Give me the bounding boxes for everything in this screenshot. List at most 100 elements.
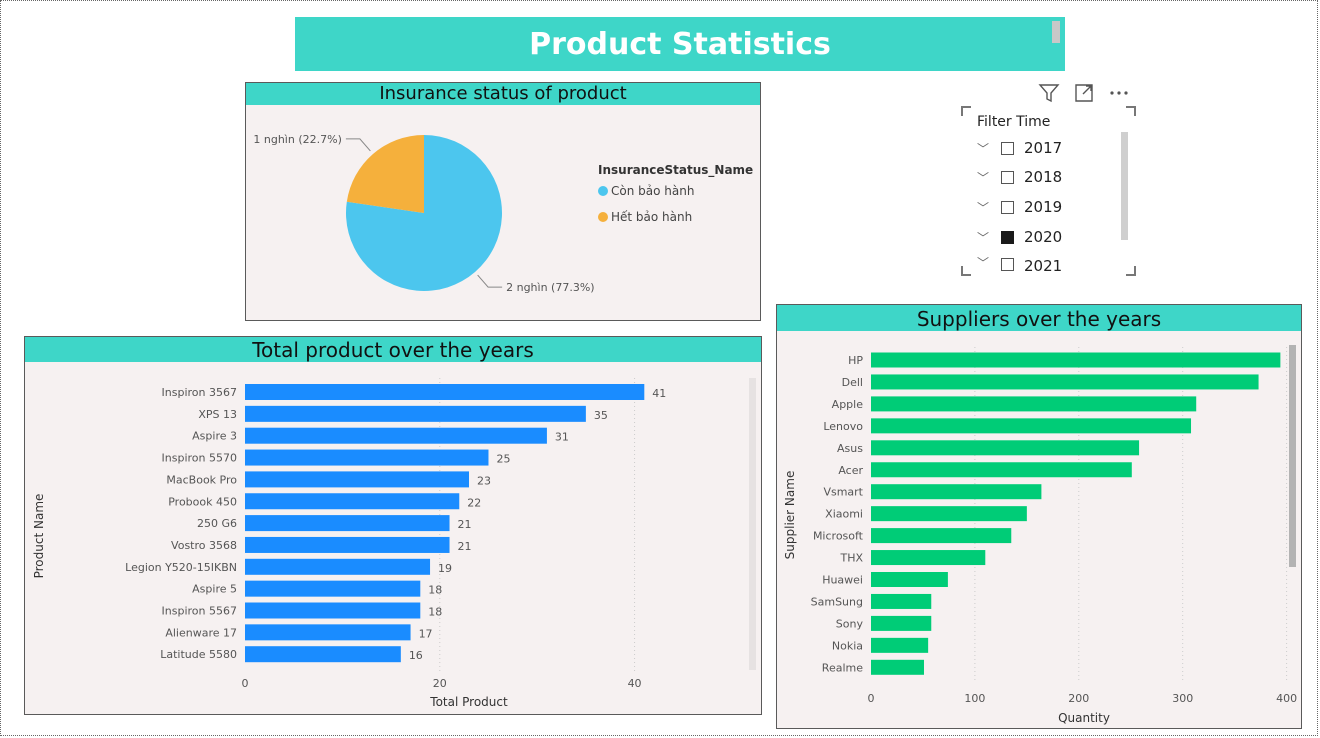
page-title-banner: Product Statistics bbox=[295, 17, 1065, 71]
bar[interactable] bbox=[871, 374, 1259, 390]
slicer-checkbox[interactable] bbox=[1001, 170, 1014, 184]
x-tick-label: 400 bbox=[1276, 692, 1297, 705]
bar[interactable] bbox=[245, 558, 431, 575]
y-tick-label: Huawei bbox=[822, 574, 863, 587]
bar-data-label: 21 bbox=[458, 540, 472, 553]
chevron-down-icon[interactable]: ﹀ bbox=[977, 256, 990, 270]
y-tick-label: HP bbox=[848, 354, 863, 367]
pie-panel-header: Insurance status of product bbox=[246, 83, 760, 105]
filter-icon[interactable] bbox=[1038, 83, 1060, 107]
slicer-item-2021[interactable]: ﹀ 2021 bbox=[977, 254, 1062, 272]
y-tick-label: Aspire 3 bbox=[192, 430, 237, 443]
slicer-scrollbar[interactable] bbox=[1121, 132, 1128, 240]
chart-scrollbar[interactable] bbox=[1289, 345, 1296, 567]
slicer-item-2019[interactable]: ﹀ 2019 bbox=[977, 195, 1062, 219]
resize-handle-tr[interactable] bbox=[1126, 106, 1136, 116]
x-tick-label: 300 bbox=[1172, 692, 1193, 705]
bar-data-label: 31 bbox=[555, 431, 569, 444]
bar[interactable] bbox=[245, 493, 460, 510]
bar-data-label: 22 bbox=[467, 496, 481, 509]
bar[interactable] bbox=[871, 550, 986, 566]
legend-entry[interactable]: Còn bảo hành bbox=[611, 184, 694, 198]
slicer-checkbox[interactable] bbox=[1001, 200, 1014, 214]
y-tick-label: Realme bbox=[822, 661, 863, 674]
slicer-checkbox[interactable] bbox=[1001, 258, 1014, 271]
x-tick-label: 200 bbox=[1068, 692, 1089, 705]
bar[interactable] bbox=[245, 580, 421, 597]
slicer-item-label: 2019 bbox=[1024, 198, 1063, 216]
slicer-title: Filter Time bbox=[977, 114, 1051, 130]
y-tick-label: Sony bbox=[836, 617, 864, 630]
bar-data-label: 18 bbox=[428, 606, 442, 619]
bar[interactable] bbox=[871, 637, 929, 653]
bar-data-label: 17 bbox=[419, 627, 433, 640]
y-tick-label: Xiaomi bbox=[825, 508, 863, 521]
y-tick-label: Inspiron 5570 bbox=[162, 452, 237, 465]
y-tick-label: Nokia bbox=[832, 639, 863, 652]
bar[interactable] bbox=[871, 352, 1281, 368]
suppliers-bar-panel: Suppliers over the years 0 100 200 300 400 HP… bbox=[776, 304, 1302, 729]
bar[interactable] bbox=[871, 528, 1012, 544]
y-tick-label: Acer bbox=[838, 464, 863, 477]
bar-data-label: 23 bbox=[477, 474, 491, 487]
y-tick-label: Lenovo bbox=[823, 420, 863, 433]
bar[interactable] bbox=[871, 440, 1140, 456]
slicer-item-2018[interactable]: ﹀ 2018 bbox=[977, 165, 1062, 189]
bar-data-label: 21 bbox=[458, 518, 472, 531]
pie-leader-line bbox=[477, 274, 503, 288]
x-tick-label: 20 bbox=[433, 677, 447, 690]
y-tick-label: Microsoft bbox=[813, 530, 864, 543]
slicer-checkbox[interactable] bbox=[1001, 141, 1014, 155]
legend-entry[interactable]: Hết bảo hành bbox=[611, 210, 692, 224]
products-panel-header: Total product over the years bbox=[25, 337, 761, 362]
bar[interactable] bbox=[245, 405, 586, 422]
bar[interactable] bbox=[245, 624, 411, 641]
pie-leader-line bbox=[345, 138, 371, 152]
chevron-down-icon[interactable]: ﹀ bbox=[977, 141, 990, 156]
y-tick-label: Latitude 5580 bbox=[160, 648, 237, 661]
resize-handle-br[interactable] bbox=[1126, 266, 1136, 276]
resize-handle-tl[interactable] bbox=[961, 106, 971, 116]
x-tick-label: 0 bbox=[868, 692, 875, 705]
focus-mode-icon[interactable] bbox=[1074, 83, 1094, 107]
y-tick-label: XPS 13 bbox=[198, 408, 237, 421]
bar[interactable] bbox=[871, 593, 932, 609]
slicer-checkbox-checked[interactable] bbox=[1001, 230, 1014, 244]
chevron-down-icon[interactable]: ﹀ bbox=[977, 230, 990, 245]
page-title: Product Statistics bbox=[529, 26, 831, 62]
bar[interactable] bbox=[245, 515, 450, 532]
bar[interactable] bbox=[871, 659, 924, 675]
y-tick-label: THX bbox=[839, 552, 863, 565]
y-tick-label: Asus bbox=[837, 442, 863, 455]
title-scrollbar[interactable] bbox=[1052, 21, 1060, 43]
slicer-item-2017[interactable]: ﹀ 2017 bbox=[977, 136, 1062, 160]
bar[interactable] bbox=[871, 506, 1027, 522]
bar[interactable] bbox=[245, 427, 547, 444]
visual-toolbar bbox=[1038, 83, 1130, 107]
bar[interactable] bbox=[245, 536, 450, 553]
chevron-down-icon[interactable]: ﹀ bbox=[977, 170, 990, 185]
slicer-item-2020[interactable]: ﹀ 2020 bbox=[977, 225, 1062, 249]
bar[interactable] bbox=[871, 418, 1192, 434]
x-axis-title: Quantity bbox=[1058, 711, 1110, 725]
resize-handle-bl[interactable] bbox=[961, 266, 971, 276]
y-tick-label: MacBook Pro bbox=[166, 473, 237, 486]
bar[interactable] bbox=[245, 646, 401, 663]
y-tick-label: Inspiron 5567 bbox=[162, 605, 237, 618]
more-options-icon[interactable] bbox=[1108, 83, 1130, 107]
chart-scrollbar[interactable] bbox=[749, 378, 756, 670]
bar[interactable] bbox=[871, 396, 1197, 412]
bar[interactable] bbox=[245, 449, 489, 466]
bar[interactable] bbox=[871, 572, 948, 587]
bar[interactable] bbox=[871, 462, 1132, 478]
bar[interactable] bbox=[871, 615, 932, 631]
y-axis-title: Product Name bbox=[32, 494, 46, 579]
chevron-down-icon[interactable]: ﹀ bbox=[977, 200, 990, 215]
bar[interactable] bbox=[245, 602, 421, 619]
x-tick-label: 40 bbox=[628, 677, 642, 690]
bar[interactable] bbox=[871, 484, 1042, 500]
slicer-item-label: 2017 bbox=[1024, 139, 1063, 157]
pie-slice-1[interactable] bbox=[346, 135, 424, 213]
bar[interactable] bbox=[245, 471, 469, 488]
bar[interactable] bbox=[245, 384, 645, 400]
